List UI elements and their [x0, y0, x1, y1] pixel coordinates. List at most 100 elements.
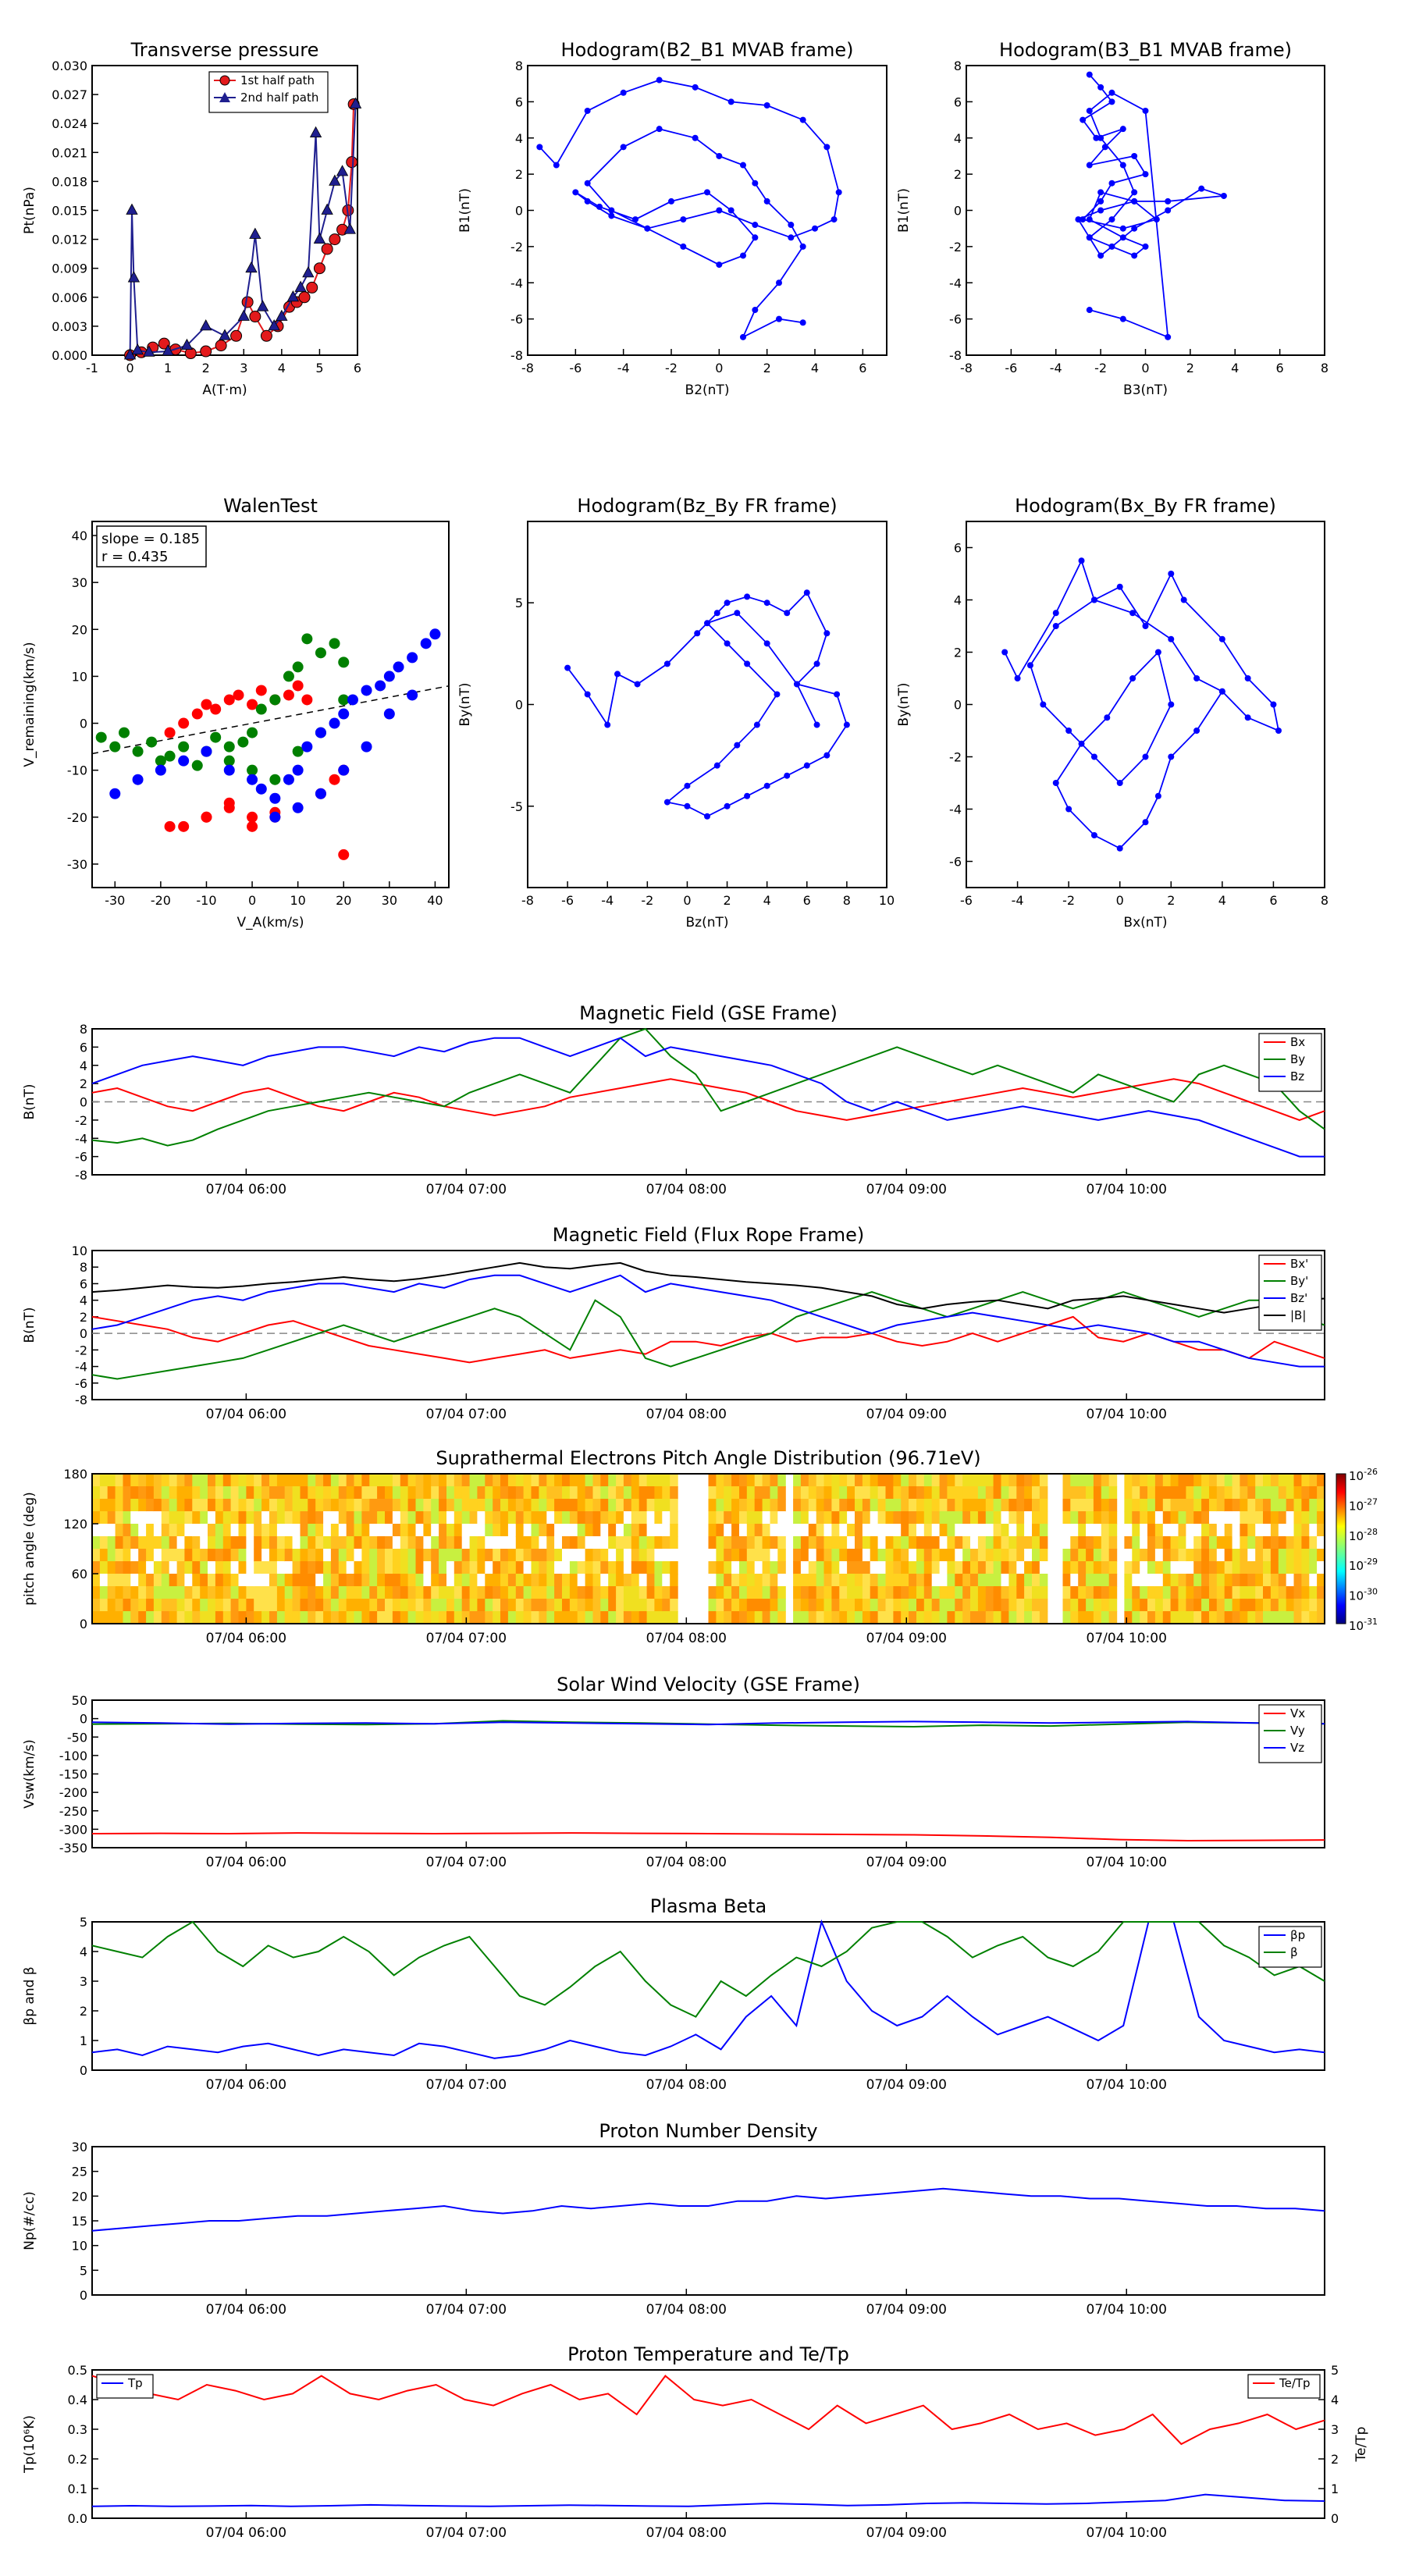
heatmap-cell — [261, 1536, 270, 1550]
heatmap-cell — [1301, 1574, 1310, 1587]
heatmap-cell — [300, 1586, 308, 1599]
heatmap-cell — [654, 1611, 663, 1624]
heatmap-cell — [123, 1549, 131, 1562]
heatmap-cell — [977, 1536, 987, 1550]
heatmap-cell — [816, 1561, 825, 1574]
heatmap-cell — [708, 1499, 717, 1512]
heatmap-cell — [1132, 1486, 1140, 1500]
heatmap-cell — [308, 1486, 316, 1500]
heatmap-cell — [592, 1599, 601, 1612]
heatmap-cell — [392, 1511, 401, 1525]
heatmap-cell — [623, 1549, 632, 1562]
data-point-triangle — [237, 309, 250, 321]
heatmap-cell — [1070, 1511, 1079, 1525]
heatmap-cell — [970, 1511, 979, 1525]
legend-label: Vx — [1290, 1706, 1305, 1720]
x-tick-label: 40 — [427, 893, 443, 908]
heatmap-cell — [1286, 1524, 1295, 1537]
heatmap-cell — [970, 1586, 979, 1599]
heatmap-cell — [184, 1599, 193, 1612]
heatmap-cell — [192, 1599, 201, 1612]
heatmap-cell — [654, 1536, 663, 1550]
heatmap-cell — [308, 1474, 316, 1487]
heatmap-cell — [847, 1474, 855, 1487]
heatmap-cell — [893, 1599, 902, 1612]
heatmap-cell — [1016, 1511, 1025, 1525]
heatmap-cell — [608, 1524, 617, 1537]
heatmap-cell — [808, 1561, 817, 1574]
heatmap-cell — [569, 1536, 578, 1550]
heatmap-cell — [330, 1561, 340, 1574]
scatter-point-red — [223, 797, 235, 809]
hodogram-point — [1119, 234, 1126, 241]
heatmap-cell — [485, 1511, 493, 1525]
heatmap-cell — [284, 1474, 293, 1487]
heatmap-cell — [346, 1486, 355, 1500]
heatmap-cell — [531, 1486, 539, 1500]
heatmap-cell — [276, 1511, 286, 1525]
heatmap-cell — [1232, 1536, 1241, 1550]
heatmap-cell — [539, 1549, 547, 1562]
scatter-point-green — [155, 755, 166, 767]
heatmap-cell — [885, 1474, 894, 1487]
heatmap-cell — [862, 1486, 871, 1500]
heatmap-cell — [400, 1549, 409, 1562]
heatmap-cell — [1224, 1536, 1233, 1550]
heatmap-cell — [616, 1586, 624, 1599]
heatmap-cell — [839, 1561, 848, 1574]
heatmap-cell — [1270, 1474, 1279, 1487]
heatmap-cell — [1124, 1599, 1133, 1612]
heatmap-cell — [246, 1474, 254, 1487]
time-tick-label: 07/04 06:00 — [206, 1855, 286, 1870]
hodogram-point — [663, 799, 670, 806]
heatmap-cell — [939, 1511, 948, 1525]
heatmap-cell — [985, 1599, 994, 1612]
heatmap-cell — [338, 1486, 347, 1500]
heatmap-cell — [1216, 1549, 1225, 1562]
heatmap-cell — [1232, 1524, 1241, 1537]
heatmap-cell — [585, 1561, 594, 1574]
hodogram-point — [1108, 216, 1115, 223]
heatmap-cell — [1008, 1599, 1017, 1612]
heatmap-cell — [407, 1511, 417, 1525]
heatmap-cell — [1186, 1611, 1194, 1624]
heatmap-cell — [400, 1536, 409, 1550]
heatmap-cell — [99, 1486, 108, 1500]
heatmap-cell — [439, 1486, 447, 1500]
hodogram-point — [1142, 107, 1149, 114]
heatmap-cell — [1178, 1599, 1186, 1612]
legend-box — [1258, 1926, 1322, 1968]
heatmap-cell — [1024, 1549, 1033, 1562]
heatmap-cell — [901, 1586, 909, 1599]
y-tick-label: 0 — [80, 717, 87, 731]
heatmap-cell — [254, 1499, 262, 1512]
heatmap-cell — [153, 1474, 162, 1487]
heatmap-cell — [493, 1599, 501, 1612]
y-tick-label: 0.4 — [68, 2393, 87, 2407]
heatmap-cell — [1062, 1486, 1071, 1500]
heatmap-cell — [130, 1474, 139, 1487]
heatmap-cell — [970, 1474, 979, 1487]
heatmap-cell — [993, 1499, 1002, 1512]
heatmap-cell — [1255, 1486, 1264, 1500]
scatter-point-blue — [155, 764, 166, 776]
heatmap-cell — [377, 1536, 386, 1550]
hodogram-point — [663, 660, 670, 667]
x-tick-label: -2 — [1094, 361, 1107, 375]
heatmap-cell — [1201, 1611, 1210, 1624]
heatmap-cell — [1001, 1524, 1009, 1537]
heatmap-cell — [623, 1511, 632, 1525]
x-tick-label: -4 — [617, 361, 630, 375]
heatmap-cell — [1001, 1474, 1009, 1487]
heatmap-cell — [230, 1524, 240, 1537]
heatmap-cell — [724, 1599, 732, 1612]
heatmap-cell — [1070, 1499, 1079, 1512]
heatmap-cell — [1086, 1536, 1094, 1550]
heatmap-cell — [1263, 1586, 1272, 1599]
hodogram-point — [799, 116, 806, 123]
heatmap-cell — [208, 1536, 216, 1550]
heatmap-cell — [654, 1499, 663, 1512]
heatmap-cell — [176, 1499, 186, 1512]
heatmap-cell — [870, 1549, 879, 1562]
heatmap-cell — [1170, 1536, 1179, 1550]
